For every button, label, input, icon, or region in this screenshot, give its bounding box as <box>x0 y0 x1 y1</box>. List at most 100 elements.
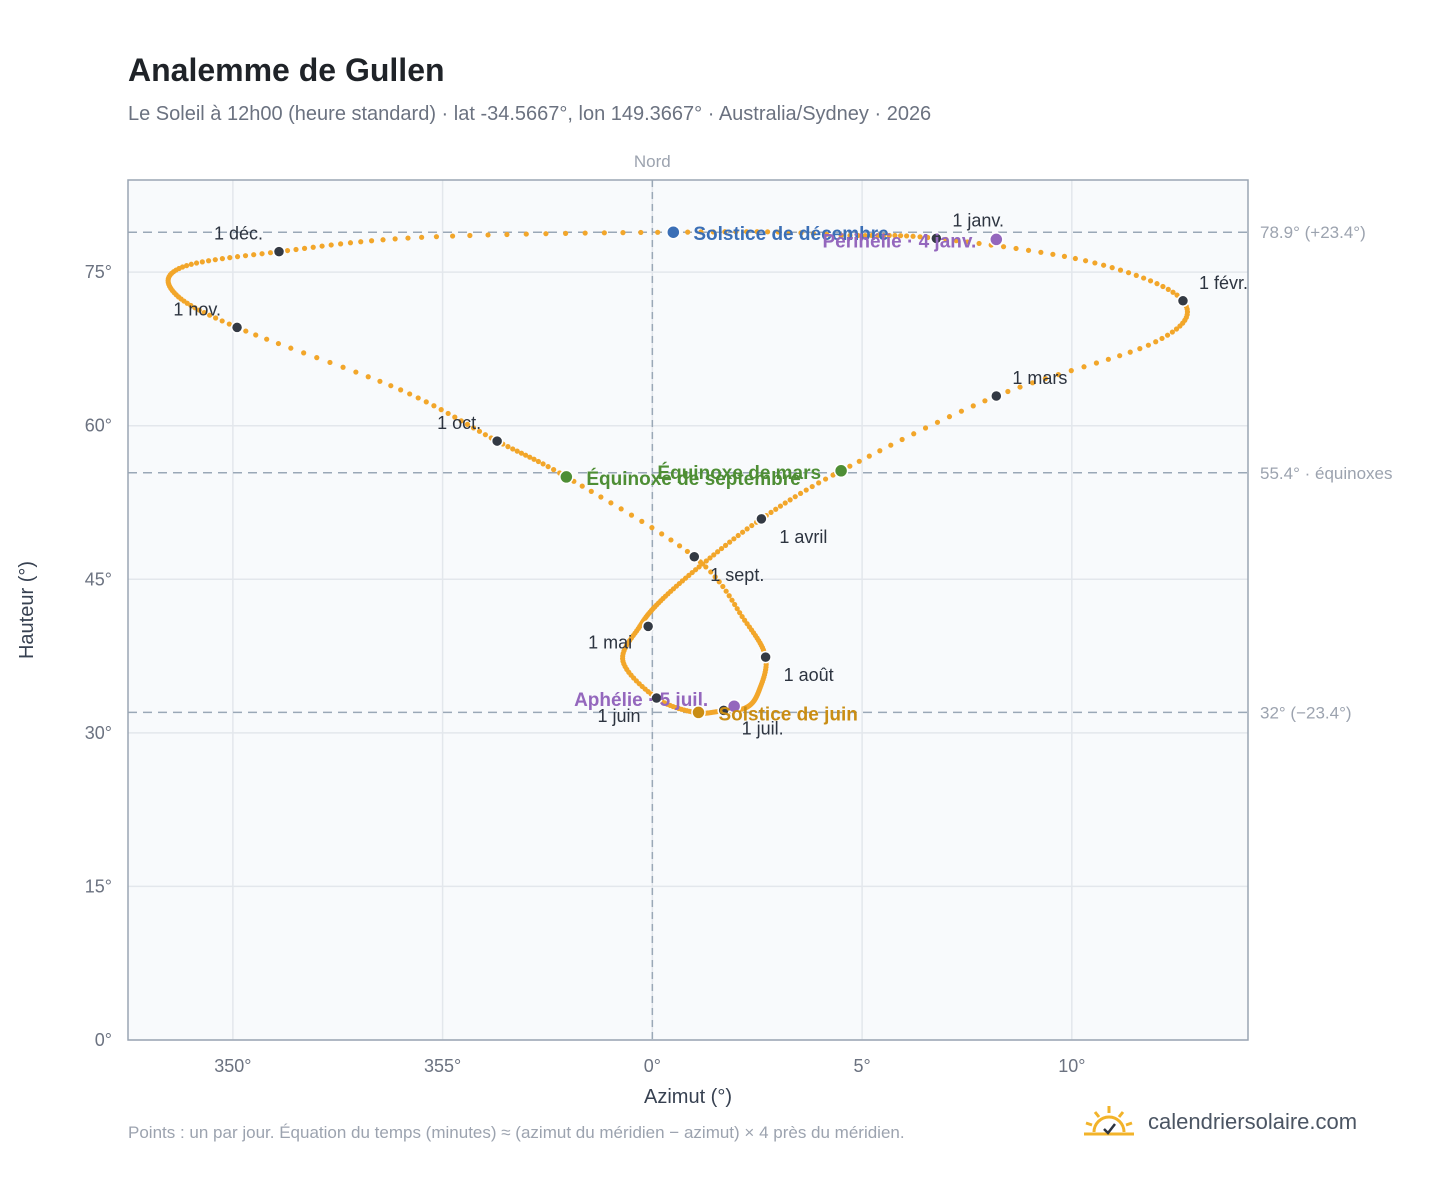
daily-point <box>1061 253 1068 259</box>
daily-point <box>353 369 359 375</box>
daily-point <box>1050 251 1056 257</box>
daily-point <box>438 407 444 413</box>
daily-point <box>388 383 394 389</box>
daily-point <box>716 579 722 585</box>
daily-point <box>797 490 804 497</box>
daily-point <box>449 233 456 239</box>
daily-point <box>523 452 529 458</box>
x-tick-label: 10° <box>1058 1056 1085 1076</box>
daily-point <box>910 233 916 239</box>
x-tick-label: 350° <box>214 1056 251 1076</box>
daily-point <box>1127 349 1133 355</box>
daily-point <box>809 483 815 490</box>
month-label: 1 sept. <box>710 565 764 585</box>
daily-point <box>773 506 779 512</box>
daily-point <box>1017 384 1023 390</box>
x-axis-title: Azimut (°) <box>644 1086 732 1108</box>
daily-point <box>398 387 404 393</box>
month-marker <box>650 691 663 705</box>
daily-point <box>1153 339 1159 345</box>
daily-point <box>792 494 798 500</box>
daily-point <box>470 425 477 431</box>
daily-point <box>1147 278 1154 284</box>
daily-point <box>726 593 732 599</box>
daily-point <box>855 232 861 239</box>
daily-point <box>543 231 549 237</box>
daily-point <box>911 431 917 437</box>
daily-point <box>735 532 741 539</box>
daily-point <box>824 231 830 237</box>
daily-point <box>193 260 200 266</box>
month-label: 1 juil. <box>742 718 784 738</box>
daily-point <box>608 500 614 506</box>
daily-point <box>1055 371 1061 378</box>
x-axis-ticks: 350° 355° 0° 5° 10° <box>214 1056 1085 1076</box>
month-marker <box>755 512 768 526</box>
daily-point <box>212 257 218 263</box>
daily-point <box>934 419 941 425</box>
month-markers: 1 janv. 1 févr. 1 mars 1 avril 1 mai 1 juin 1 … <box>173 210 1248 738</box>
daily-point <box>476 428 483 434</box>
daily-point <box>445 410 451 417</box>
daily-point <box>886 232 892 239</box>
daily-point <box>199 259 205 265</box>
daily-point <box>458 418 464 424</box>
daily-point <box>649 525 655 531</box>
daily-point <box>732 601 738 608</box>
event-label: Aphélie · 5 juil. <box>574 690 708 711</box>
daily-point <box>467 232 473 239</box>
month-label: 1 nov. <box>173 299 221 319</box>
daily-point <box>219 256 225 262</box>
x-tick-label: 355° <box>424 1056 461 1076</box>
daily-point <box>275 340 282 347</box>
daily-point <box>816 480 822 486</box>
daily-point <box>365 374 371 380</box>
daily-point <box>712 574 718 580</box>
daily-point <box>184 263 190 269</box>
daily-point <box>943 236 949 243</box>
daily-point <box>888 442 894 448</box>
brand-name[interactable]: calendriersolaire.com <box>1148 1109 1358 1134</box>
month-label: 1 avril <box>779 527 827 547</box>
daily-point <box>405 235 411 241</box>
daily-point <box>347 240 354 246</box>
brand[interactable]: calendriersolaire.com <box>1082 1102 1357 1142</box>
daily-point <box>1160 283 1166 290</box>
daily-point <box>723 588 729 594</box>
daily-point <box>668 537 674 543</box>
daily-point <box>892 232 898 239</box>
daily-point <box>877 448 883 454</box>
meridian-label: Nord <box>634 152 671 171</box>
reference-line-label: 32° (−23.4°) <box>1260 703 1352 722</box>
daily-point <box>698 229 704 235</box>
daily-point <box>1000 244 1007 250</box>
daily-point <box>720 583 726 590</box>
daily-point <box>226 321 232 327</box>
daily-point <box>1072 255 1078 262</box>
daily-point <box>551 467 557 473</box>
daily-point <box>922 425 929 431</box>
daily-point <box>485 232 491 238</box>
daily-point <box>464 421 471 427</box>
daily-point <box>1125 270 1132 276</box>
daily-point <box>1145 342 1151 348</box>
daily-point <box>715 549 721 555</box>
daily-point <box>1101 262 1107 268</box>
daily-point <box>1093 360 1100 366</box>
daily-point <box>510 446 516 452</box>
daily-point <box>1164 332 1171 338</box>
event-marker <box>691 705 706 720</box>
daily-point <box>881 232 887 239</box>
daily-point <box>898 233 904 239</box>
daily-point <box>452 414 458 420</box>
daily-point <box>786 229 792 235</box>
daily-point <box>798 230 804 236</box>
daily-point <box>201 309 207 316</box>
daily-point <box>1165 286 1171 292</box>
daily-point <box>301 350 307 356</box>
daily-point <box>562 230 569 236</box>
event-label: Équinoxe de septembre <box>586 468 800 490</box>
event-label: Équinoxe de mars <box>657 462 821 484</box>
month-marker <box>272 245 286 258</box>
daily-point <box>1109 265 1115 271</box>
